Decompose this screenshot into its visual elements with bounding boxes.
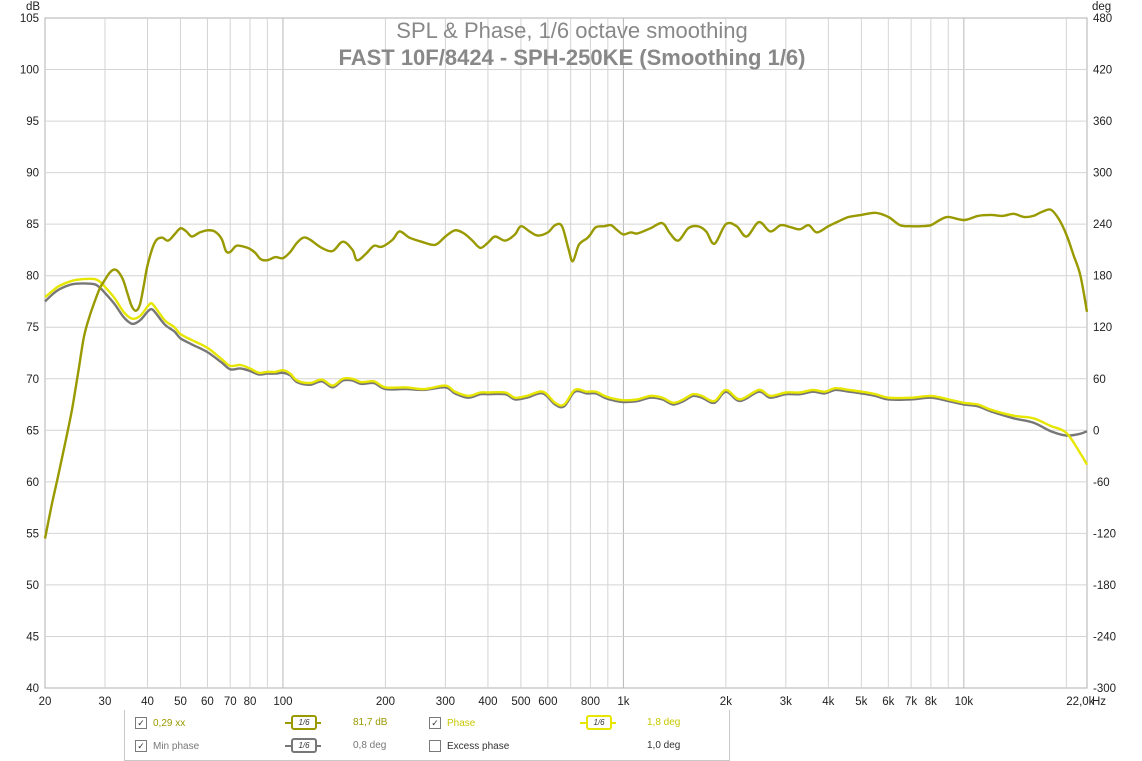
- legend-item-excess[interactable]: Excess phase: [429, 739, 509, 753]
- y2-tick-label: 240: [1093, 219, 1112, 231]
- value-readout-minphase: 0,8 deg: [353, 740, 387, 751]
- x-tick-label: 22,0k: [1066, 696, 1094, 708]
- chart-tick-labels: 40 45 50 55 60 65 70 75 80 85 90 95 100 105 -300 -240 -1…: [20, 13, 1116, 708]
- y2-tick-label: -300: [1093, 683, 1116, 695]
- y2-tick-label: 420: [1093, 65, 1112, 77]
- x-tick-label: 100: [273, 696, 292, 708]
- legend-label-excess: Excess phase: [447, 740, 510, 752]
- y-tick-label: 75: [26, 322, 39, 334]
- legend-item-phase[interactable]: ✓ Phase: [429, 716, 475, 730]
- x-tick-label: 600: [538, 696, 557, 708]
- y2-tick-label: 60: [1093, 374, 1106, 386]
- y2-tick-label: 360: [1093, 116, 1112, 128]
- plot-frame: [44, 17, 1088, 689]
- x-tick-label: 1k: [617, 696, 629, 708]
- x-tick-label: 800: [581, 696, 600, 708]
- x-tick-label: 3k: [780, 696, 792, 708]
- y-tick-label: 100: [20, 65, 39, 77]
- y2-tick-label: 120: [1093, 322, 1112, 334]
- checkbox-excess[interactable]: [429, 740, 441, 752]
- value-readout-excess: 1,0 deg: [647, 740, 681, 751]
- x-tick-label: 20: [39, 696, 52, 708]
- chart-subtitle: FAST 10F/8424 - SPH-250KE (Smoothing 1/6…: [338, 45, 805, 70]
- y-tick-label: 45: [26, 631, 39, 643]
- y2-tick-label: -240: [1093, 631, 1116, 643]
- spl-phase-chart: SPL & Phase, 1/6 octave smoothing FAST 1…: [20, 1, 1116, 708]
- legend-panel: ✓ 0,29 xx 1/6 81,7 dB ✓ Phase 1/6 1,8 de…: [124, 710, 730, 761]
- y-tick-label: 85: [26, 219, 39, 231]
- chart-curves: [43, 208, 1089, 539]
- legend-label-spl: 0,29 xx: [153, 717, 186, 729]
- legend-label-phase: Phase: [447, 717, 476, 729]
- y2-tick-label: -120: [1093, 528, 1116, 540]
- y2-tick-label: -60: [1093, 477, 1110, 489]
- y-tick-label: 95: [26, 116, 39, 128]
- legend-label-minphase: Min phase: [153, 740, 200, 752]
- smoothing-button-phase[interactable]: 1/6: [586, 715, 612, 730]
- y-tick-label: 90: [26, 168, 39, 180]
- x-tick-label: 500: [511, 696, 530, 708]
- x-tick-label: 4k: [822, 696, 834, 708]
- y-axis-unit: dB: [26, 1, 40, 13]
- x-tick-label: 70: [224, 696, 237, 708]
- x-tick-label: 200: [376, 696, 395, 708]
- x-tick-label: 5k: [855, 696, 867, 708]
- y-tick-label: 70: [26, 374, 39, 386]
- y-tick-label: 65: [26, 425, 39, 437]
- chart-title: SPL & Phase, 1/6 octave smoothing: [396, 18, 747, 43]
- checkbox-spl[interactable]: ✓: [135, 717, 147, 729]
- x-axis-unit: Hz: [1092, 696, 1106, 708]
- y2-axis-unit: deg: [1092, 1, 1111, 13]
- smoothing-button-minphase[interactable]: 1/6: [291, 738, 317, 753]
- checkbox-phase[interactable]: ✓: [429, 717, 441, 729]
- y2-tick-label: -180: [1093, 580, 1116, 592]
- y2-tick-label: 0: [1093, 425, 1099, 437]
- y-tick-label: 80: [26, 271, 39, 283]
- y-tick-label: 105: [20, 13, 39, 25]
- y-tick-label: 50: [26, 580, 39, 592]
- x-tick-label: 6k: [882, 696, 894, 708]
- value-readout-spl: 81,7 dB: [353, 717, 388, 728]
- x-tick-label: 8k: [925, 696, 937, 708]
- spl-curve: [43, 208, 1089, 539]
- smoothing-button-spl[interactable]: 1/6: [291, 715, 317, 730]
- x-tick-label: 40: [141, 696, 154, 708]
- phase-curve: [44, 277, 1089, 466]
- y2-tick-label: 300: [1093, 168, 1112, 180]
- y2-tick-label: 480: [1093, 13, 1112, 25]
- value-readout-phase: 1,8 deg: [647, 717, 681, 728]
- x-tick-label: 30: [99, 696, 112, 708]
- y2-tick-label: 180: [1093, 271, 1112, 283]
- legend-item-spl[interactable]: ✓ 0,29 xx: [135, 716, 185, 730]
- x-tick-label: 80: [244, 696, 257, 708]
- chart-grid: [44, 17, 1088, 689]
- x-tick-label: 300: [436, 696, 455, 708]
- x-tick-label: 400: [478, 696, 497, 708]
- y-tick-label: 60: [26, 477, 39, 489]
- x-tick-label: 50: [174, 696, 187, 708]
- y-tick-label: 55: [26, 528, 39, 540]
- x-tick-label: 2k: [720, 696, 732, 708]
- legend-item-minphase[interactable]: ✓ Min phase: [135, 739, 199, 753]
- x-tick-label: 60: [201, 696, 214, 708]
- x-tick-label: 10k: [955, 696, 974, 708]
- checkbox-minphase[interactable]: ✓: [135, 740, 147, 752]
- min-phase-curve: [44, 282, 1088, 437]
- x-tick-label: 7k: [905, 696, 917, 708]
- y-tick-label: 40: [26, 683, 39, 695]
